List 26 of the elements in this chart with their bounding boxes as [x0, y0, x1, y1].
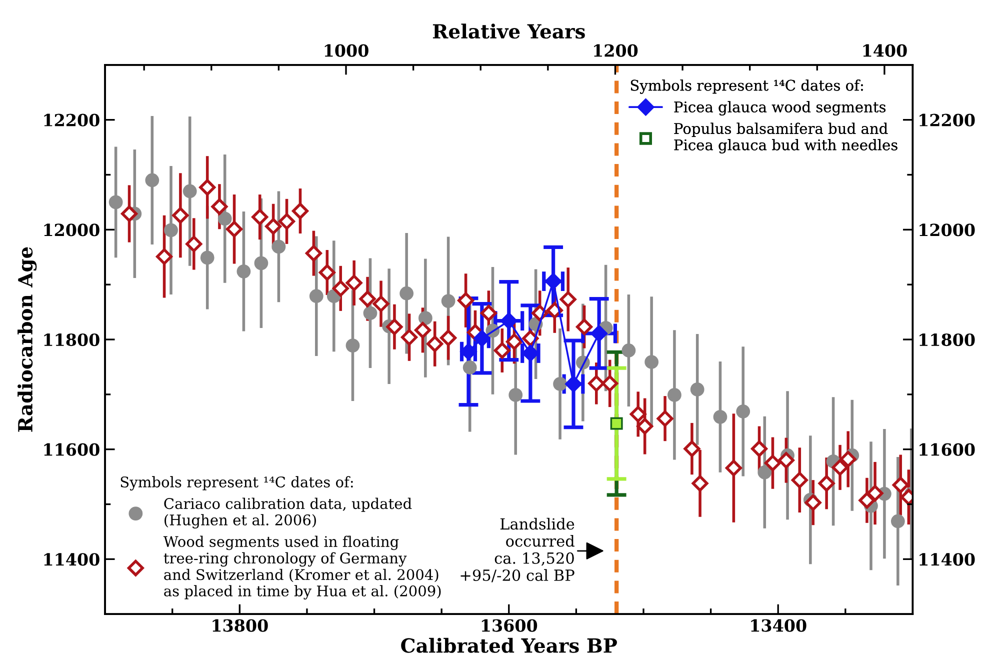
x-tick-label: 13600 — [482, 619, 538, 632]
x2-tick-label: 1200 — [594, 44, 638, 57]
x2-tick-label: 1400 — [863, 44, 907, 57]
x2-axis-title: Relative Years — [432, 24, 585, 39]
legend-label: Cariaco calibration data, updated (Hughen et al. 2006) — [164, 498, 412, 528]
y-tick-label: 12200 — [44, 114, 100, 126]
x-axis-title: Calibrated Years BP — [401, 638, 617, 653]
y-tick-label: 12000 — [44, 224, 100, 236]
y-tick-label: 11800 — [44, 333, 100, 346]
y2-tick-label: 12200 — [920, 114, 975, 126]
y2-tick-label: 11400 — [920, 553, 975, 566]
annotation: Landslide occurred ca. 13,520 +95/-20 cal BP — [460, 518, 574, 582]
legend-label: Picea glauca wood segments — [674, 101, 886, 116]
y-axis-title: Radiocarbon Age — [18, 247, 37, 432]
legend-label: Wood segments used in floating tree-ring chronology of Germany and Switzerland (Kromer et al. 2004) as placed in time by Hua et al. (2009) — [163, 536, 441, 600]
x2-tick-label: 1000 — [324, 44, 368, 57]
x-tick-label: 13400 — [751, 619, 806, 632]
x-tick-label: 13800 — [212, 619, 268, 632]
y2-tick-label: 11600 — [920, 443, 975, 456]
y-tick-label: 11400 — [44, 553, 100, 566]
legend-label: Populus balsamifera bud and Picea glauca bud with needles — [674, 122, 898, 154]
legend-title: Symbols represent ¹⁴C dates of: — [120, 476, 353, 491]
y2-tick-label: 12000 — [920, 224, 975, 236]
y2-tick-label: 11800 — [920, 333, 975, 346]
text: Symbols represent ¹⁴C dates of: — [630, 80, 863, 94]
y-tick-label: 11600 — [44, 443, 100, 456]
